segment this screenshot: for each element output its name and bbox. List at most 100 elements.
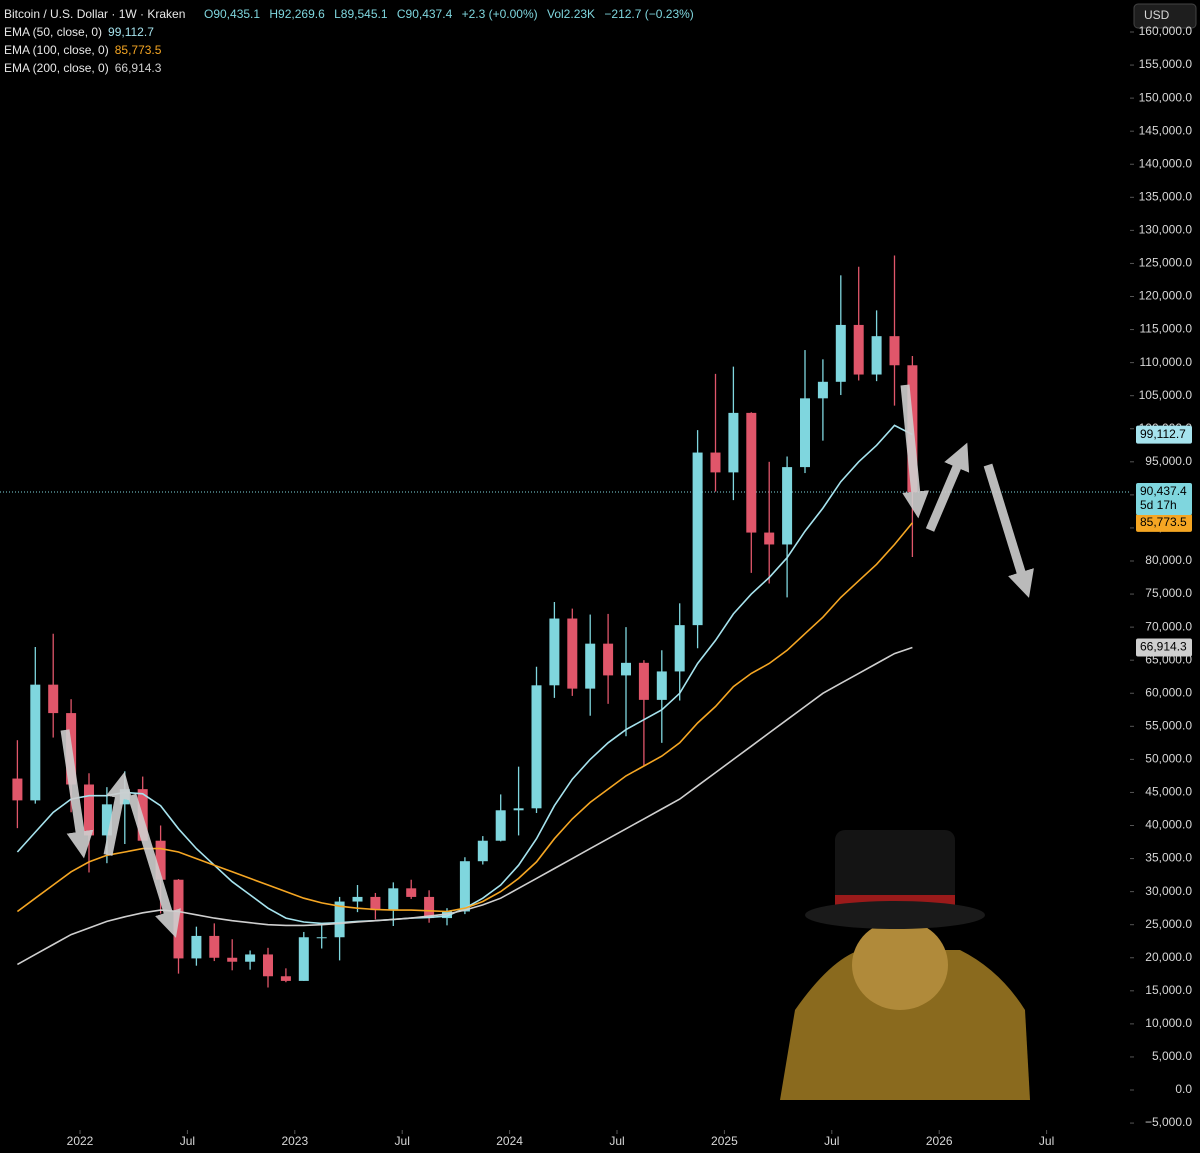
candle-body [853, 324, 864, 375]
candle-body [728, 412, 739, 473]
arrow [103, 771, 133, 856]
axis-badge [1136, 638, 1192, 657]
candle-body [549, 618, 560, 686]
change: +2.3 (+0.00%) [462, 7, 538, 21]
arrow [983, 463, 1034, 598]
candle-body [495, 810, 506, 841]
y-tick-label: 155,000.0 [1139, 57, 1193, 71]
legend-value: 85,773.5 [115, 43, 162, 57]
y-tick-label: 25,000.0 [1145, 917, 1192, 931]
candle-body [764, 532, 775, 545]
candle-body [298, 937, 309, 981]
candle-body [12, 778, 23, 801]
y-tick-label: 80,000.0 [1145, 553, 1192, 567]
y-tick-label: 125,000.0 [1139, 256, 1193, 270]
arrow [925, 442, 970, 532]
y-tick-label: 5,000.0 [1152, 1049, 1192, 1063]
candle-body [280, 976, 291, 981]
candle-body [334, 901, 345, 938]
x-tick-label: Jul [1039, 1134, 1054, 1148]
x-tick-label: Jul [609, 1134, 624, 1148]
y-tick-label: 35,000.0 [1145, 851, 1192, 865]
candle-body [889, 336, 900, 366]
legend-name: EMA (100, close, 0) [4, 43, 109, 57]
low: L89,545.1 [334, 7, 388, 21]
x-tick-label: 2026 [926, 1134, 953, 1148]
ohlc-header: O90,435.1 H92,269.6 L89,545.1 C90,437.4 … [204, 7, 694, 21]
y-tick-label: 50,000.0 [1145, 752, 1192, 766]
y-tick-label: 140,000.0 [1139, 156, 1193, 170]
y-tick-label: 70,000.0 [1145, 619, 1192, 633]
candle-body [817, 381, 828, 399]
ema-line [16, 522, 914, 913]
candle-body [101, 804, 112, 836]
mascot-image [780, 830, 1030, 1100]
y-tick-label: 45,000.0 [1145, 785, 1192, 799]
y-tick-label: 105,000.0 [1139, 388, 1193, 402]
y-tick-label: 30,000.0 [1145, 884, 1192, 898]
axis-badge [1136, 425, 1192, 444]
y-tick-label: 60,000.0 [1145, 685, 1192, 699]
volume: Vol2.23K [547, 7, 595, 21]
legend-value: 99,112.7 [108, 25, 154, 39]
candle-body [84, 784, 94, 836]
candle-body [30, 684, 41, 801]
candle-body [263, 954, 273, 977]
price-badge [1136, 482, 1192, 515]
candle-body [370, 896, 381, 911]
candle-body [567, 618, 578, 689]
candle-body [173, 879, 184, 959]
currency-button[interactable] [1133, 3, 1197, 29]
candle-body [477, 840, 488, 862]
x-tick-label: Jul [395, 1134, 410, 1148]
close: C90,437.4 [397, 7, 453, 21]
y-tick-label: 20,000.0 [1145, 950, 1192, 964]
candle-body [638, 662, 649, 700]
candle-body [782, 467, 793, 545]
legend-name: EMA (50, close, 0) [4, 25, 102, 39]
candle-body [710, 452, 721, 473]
y-tick-label: 150,000.0 [1139, 90, 1193, 104]
open: O90,435.1 [204, 7, 260, 21]
candle-body [245, 954, 256, 962]
y-tick-label: 0.0 [1175, 1082, 1192, 1096]
y-tick-label: 55,000.0 [1145, 718, 1192, 732]
candle-body [48, 684, 59, 714]
y-tick-label: 15,000.0 [1145, 983, 1192, 997]
axis-badge [1136, 513, 1192, 532]
x-tick-label: Jul [824, 1134, 839, 1148]
candle-body [692, 452, 703, 626]
candle-body [603, 643, 614, 676]
x-tick-label: 2023 [281, 1134, 308, 1148]
y-tick-label: 75,000.0 [1145, 586, 1192, 600]
candle-body [835, 324, 846, 382]
candle-body [191, 935, 202, 959]
high: H92,269.6 [269, 7, 325, 21]
y-tick-label: 130,000.0 [1139, 223, 1193, 237]
x-tick-label: 2024 [496, 1134, 523, 1148]
y-tick-label: 145,000.0 [1139, 123, 1193, 137]
candle-body [656, 671, 667, 700]
y-tick-label: −5,000.0 [1145, 1115, 1192, 1129]
candle-body [871, 336, 882, 375]
annotation-arrows [60, 384, 1034, 938]
candle-body [424, 896, 435, 919]
candle-body [406, 888, 417, 897]
y-tick-label: 115,000.0 [1140, 322, 1193, 336]
candle-body [209, 935, 220, 958]
currency-label[interactable]: USD [1144, 8, 1170, 22]
price-countdown: 5d 17h [1140, 498, 1177, 512]
axis-badge-label: 85,773.5 [1140, 515, 1187, 529]
symbol-title: Bitcoin / U.S. Dollar · 1W · Kraken [4, 7, 185, 21]
legend-name: EMA (200, close, 0) [4, 61, 109, 75]
arrow [900, 384, 930, 519]
arrow [127, 793, 181, 938]
x-tick-label: 2025 [711, 1134, 738, 1148]
candle-body [585, 643, 596, 689]
legend-value: 66,914.3 [115, 61, 162, 75]
candle-body [674, 625, 685, 672]
candle-body [459, 861, 470, 912]
axis-badge-label: 99,112.7 [1140, 427, 1186, 441]
